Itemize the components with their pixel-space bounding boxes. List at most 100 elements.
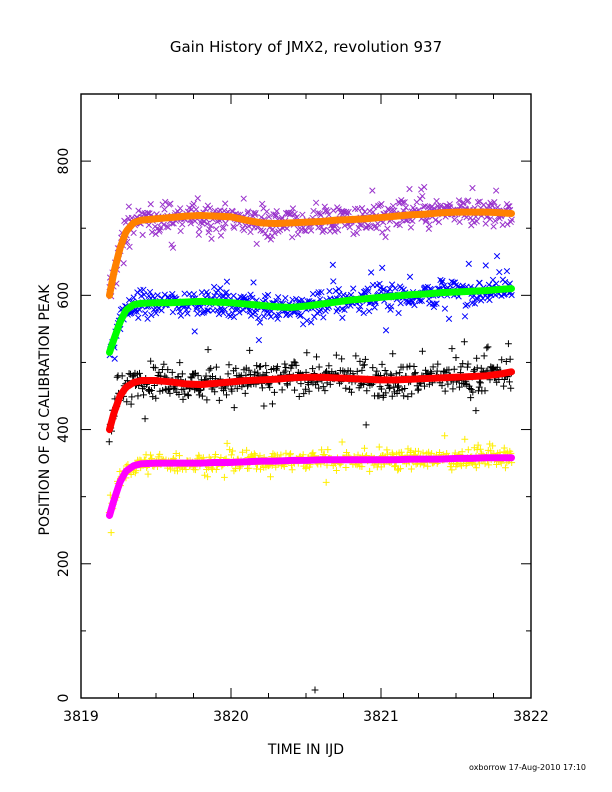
data-point	[464, 446, 472, 454]
data-point	[375, 392, 383, 400]
data-point	[194, 372, 202, 380]
data-point	[406, 449, 414, 456]
data-point	[126, 243, 133, 251]
data-point	[278, 386, 286, 394]
data-point	[486, 296, 493, 304]
x-axis-label: TIME IN IJD	[267, 742, 344, 758]
data-point	[253, 362, 261, 369]
data-point	[433, 300, 440, 307]
data-point	[326, 380, 334, 388]
data-point	[243, 446, 251, 454]
data-point	[245, 464, 253, 472]
data-point	[410, 363, 418, 370]
data-point	[441, 305, 449, 312]
data-point	[352, 352, 360, 360]
data-point	[407, 465, 415, 473]
y-tick-label: 0	[56, 694, 72, 703]
data-point	[206, 225, 213, 233]
data-point	[222, 220, 229, 227]
data-point	[324, 446, 332, 454]
data-point	[169, 290, 176, 298]
data-point	[315, 289, 322, 296]
data-point	[422, 284, 429, 291]
data-point	[309, 290, 317, 298]
data-point	[321, 203, 328, 210]
data-point	[247, 228, 254, 236]
data-point	[305, 387, 313, 395]
data-point	[252, 210, 259, 217]
data-point	[136, 306, 143, 314]
data-point	[474, 295, 481, 303]
data-point	[489, 365, 497, 373]
data-point	[134, 392, 142, 400]
data-point	[183, 306, 190, 314]
data-point	[220, 473, 228, 481]
data-point	[223, 439, 231, 447]
data-point	[485, 461, 493, 469]
x-tick-label: 3820	[213, 709, 249, 725]
data-point	[404, 393, 412, 401]
data-point	[456, 383, 463, 391]
data-point	[260, 402, 268, 410]
y-tick-label: 200	[56, 550, 72, 577]
data-point	[397, 300, 404, 307]
data-point	[253, 240, 260, 248]
data-point	[358, 205, 366, 212]
data-point	[472, 464, 480, 472]
data-point	[169, 244, 177, 251]
data-point	[389, 350, 397, 358]
fit-line-1	[106, 285, 515, 356]
data-point	[338, 355, 346, 363]
data-point	[258, 384, 266, 392]
data-point	[154, 292, 161, 299]
data-point	[176, 359, 184, 367]
fit-line-2	[106, 368, 515, 434]
data-point	[476, 279, 483, 286]
fit-line-0	[106, 208, 515, 299]
data-point	[167, 465, 174, 473]
data-point	[343, 449, 350, 456]
data-point	[156, 450, 164, 458]
data-point	[195, 391, 203, 399]
data-point	[256, 319, 264, 326]
data-point	[424, 462, 432, 470]
data-point	[311, 313, 318, 320]
data-point	[204, 346, 212, 354]
data-point	[223, 278, 231, 285]
data-point	[255, 314, 262, 322]
data-point	[460, 199, 467, 206]
data-point	[231, 224, 238, 231]
data-point	[123, 398, 131, 406]
data-point	[230, 404, 238, 412]
plot-frame	[80, 93, 532, 699]
data-point	[267, 236, 275, 243]
data-point	[282, 294, 289, 302]
data-point	[431, 301, 438, 308]
data-point	[445, 366, 453, 374]
data-point	[136, 369, 143, 377]
data-point	[406, 273, 414, 280]
data-point	[251, 211, 259, 218]
data-point	[168, 368, 176, 376]
data-point	[490, 223, 497, 230]
data-point	[169, 308, 177, 316]
chart-title: Gain History of JMX2, revolution 937	[170, 38, 442, 56]
data-point	[168, 241, 175, 248]
data-point	[146, 288, 154, 296]
data-point	[414, 386, 422, 394]
data-point	[493, 363, 501, 371]
data-point	[217, 304, 225, 312]
data-point	[244, 210, 251, 217]
fit-line-3	[106, 454, 515, 519]
data-point	[358, 367, 366, 374]
data-point	[229, 310, 237, 317]
data-point	[177, 205, 184, 212]
data-point	[375, 443, 383, 451]
data-point	[120, 260, 127, 267]
data-point	[164, 366, 172, 374]
data-point	[177, 227, 184, 235]
axis-tick-labels: 3819 3820 3821 3822 0 200 400 600 800	[56, 148, 549, 725]
data-point	[288, 209, 295, 216]
data-point	[147, 357, 155, 365]
